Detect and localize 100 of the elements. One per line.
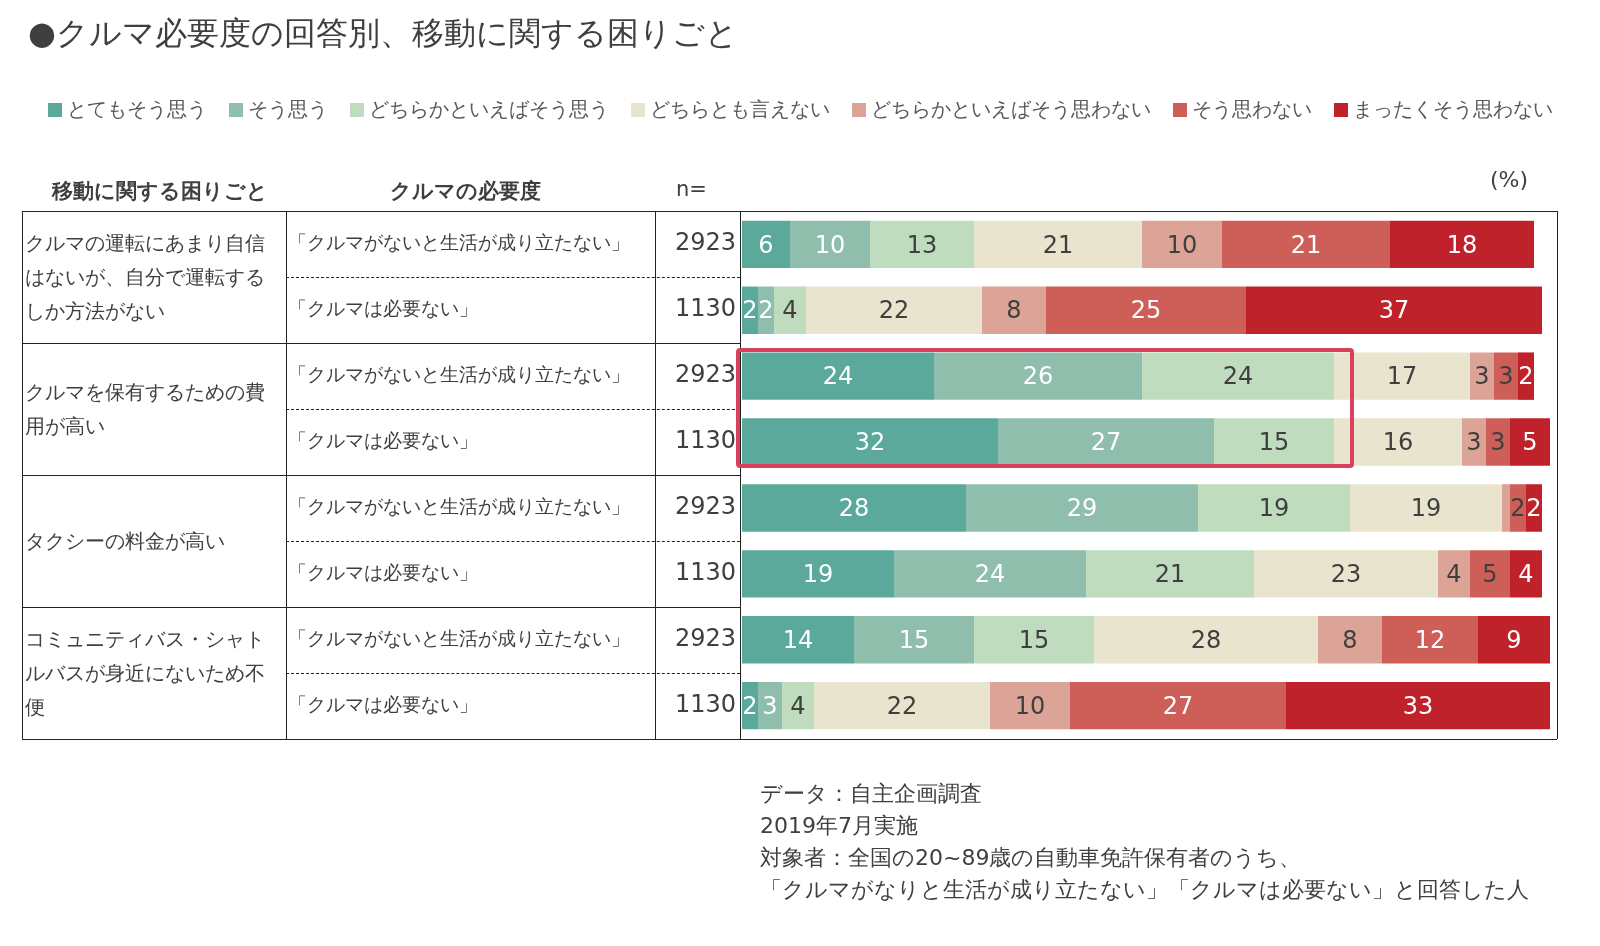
bar (1486, 418, 1510, 466)
data-label: 28 (838, 494, 870, 523)
data-label: 4 (782, 296, 798, 325)
bar (1254, 550, 1438, 598)
y-tick-label: 「クルマは必要ない」 (288, 428, 478, 451)
text: n= (676, 177, 707, 202)
legend-label: そう思う (247, 96, 328, 123)
bar (934, 352, 1142, 400)
legend-label: どちらかといえばそう思わない (870, 96, 1151, 123)
text: ●クルマ必要度の回答別、移動に関する困りごと (28, 13, 738, 54)
bar (1510, 418, 1550, 466)
bar (790, 220, 870, 269)
data-label: 6 (758, 230, 774, 259)
bar (1502, 484, 1510, 532)
bar (1510, 550, 1542, 598)
data-label: 10 (814, 230, 846, 259)
data-label: 26 (1022, 362, 1054, 391)
data-label: 9 (1506, 625, 1522, 654)
text: クルマの必要度 (390, 178, 541, 206)
bar (870, 220, 974, 269)
bar (1494, 352, 1518, 400)
data-label: 24 (822, 362, 854, 391)
bar (742, 616, 854, 664)
data-label: 3 (762, 691, 778, 720)
bar (742, 352, 934, 400)
bar (1286, 681, 1550, 730)
data-label: 14 (782, 625, 814, 654)
data-label: 4 (1518, 560, 1534, 589)
text: 1130 (673, 294, 736, 323)
data-label: 2 (742, 296, 758, 325)
bar (1334, 418, 1462, 466)
bar (1470, 550, 1510, 598)
legend-label: どちらとも言えない (649, 96, 830, 123)
data-label: 4 (1446, 560, 1462, 589)
legend-label: まったくそう思わない (1352, 96, 1553, 123)
bar (894, 550, 1086, 598)
data-label: 25 (1130, 296, 1162, 325)
bar (1478, 616, 1550, 664)
data-label: 29 (1066, 494, 1098, 523)
data-label: 15 (1018, 625, 1050, 654)
text: 1130 (673, 689, 736, 718)
bar (1214, 418, 1334, 466)
y-tick-label: 「クルマがないと生活が成り立たない」 (288, 626, 630, 649)
data-label: 2 (742, 691, 758, 720)
bar (774, 286, 806, 334)
bar (1462, 418, 1486, 466)
data-label: 2 (1510, 494, 1526, 523)
data-label: 18 (1446, 230, 1478, 259)
legend-label: とてもそう思う (66, 96, 207, 123)
bar (742, 220, 790, 269)
data-label: 21 (1042, 230, 1074, 259)
data-label: 19 (1258, 494, 1290, 523)
bar (998, 418, 1214, 466)
bar (1070, 681, 1286, 730)
bar (1318, 616, 1382, 664)
bar (1350, 484, 1502, 532)
bar (782, 681, 814, 730)
bar (814, 681, 990, 730)
data-label: 8 (1006, 296, 1022, 325)
y-tick-label: 「クルマがないと生活が成り立たない」 (288, 494, 630, 517)
data-label: 2 (1526, 494, 1542, 523)
data-label: 22 (878, 296, 910, 325)
data-label: 21 (1154, 560, 1186, 589)
legend-label: どちらかといえばそう思う (368, 96, 609, 123)
bar (742, 418, 998, 466)
y-tick-label: 「クルマは必要ない」 (288, 297, 478, 320)
bar (1438, 550, 1470, 598)
text: (%) (1490, 167, 1529, 193)
data-label: 19 (1410, 494, 1442, 523)
data-label: 5 (1522, 428, 1538, 457)
y-tick-label: 「クルマは必要ない」 (288, 560, 478, 583)
data-label: 3 (1490, 428, 1506, 457)
bar (1198, 484, 1350, 532)
legend-label: そう思わない (1191, 96, 1312, 123)
data-label: 2 (1518, 362, 1534, 391)
bar (1334, 352, 1470, 400)
bar (806, 286, 982, 334)
text: 2923 (673, 228, 736, 257)
data-label: 3 (1498, 362, 1514, 391)
data-label: 8 (1342, 625, 1358, 654)
data-label: 32 (854, 428, 886, 457)
data-label: 15 (898, 625, 930, 654)
bar (1470, 352, 1494, 400)
text: 移動に関する困りごと (52, 178, 268, 206)
bar (854, 616, 974, 664)
data-label: 24 (1222, 362, 1254, 391)
text: 1130 (673, 557, 736, 586)
data-label: 27 (1162, 691, 1194, 720)
bar (982, 286, 1046, 334)
text: クルマの運転にあまり自信はないが、自分で運転するしか方法がない (25, 230, 266, 326)
data-label: 10 (1014, 691, 1046, 720)
data-label: 19 (802, 560, 834, 589)
text: コミュニティバス・シャトルバスが身近にないため不便 (25, 625, 266, 721)
bar (1390, 220, 1534, 269)
data-label: 28 (1190, 625, 1222, 654)
data-label: 10 (1166, 230, 1198, 259)
y-tick-label: 「クルマは必要ない」 (288, 692, 478, 715)
data-label: 17 (1386, 362, 1418, 391)
text: クルマを保有するための費用が高い (25, 379, 266, 441)
bar (742, 484, 966, 532)
